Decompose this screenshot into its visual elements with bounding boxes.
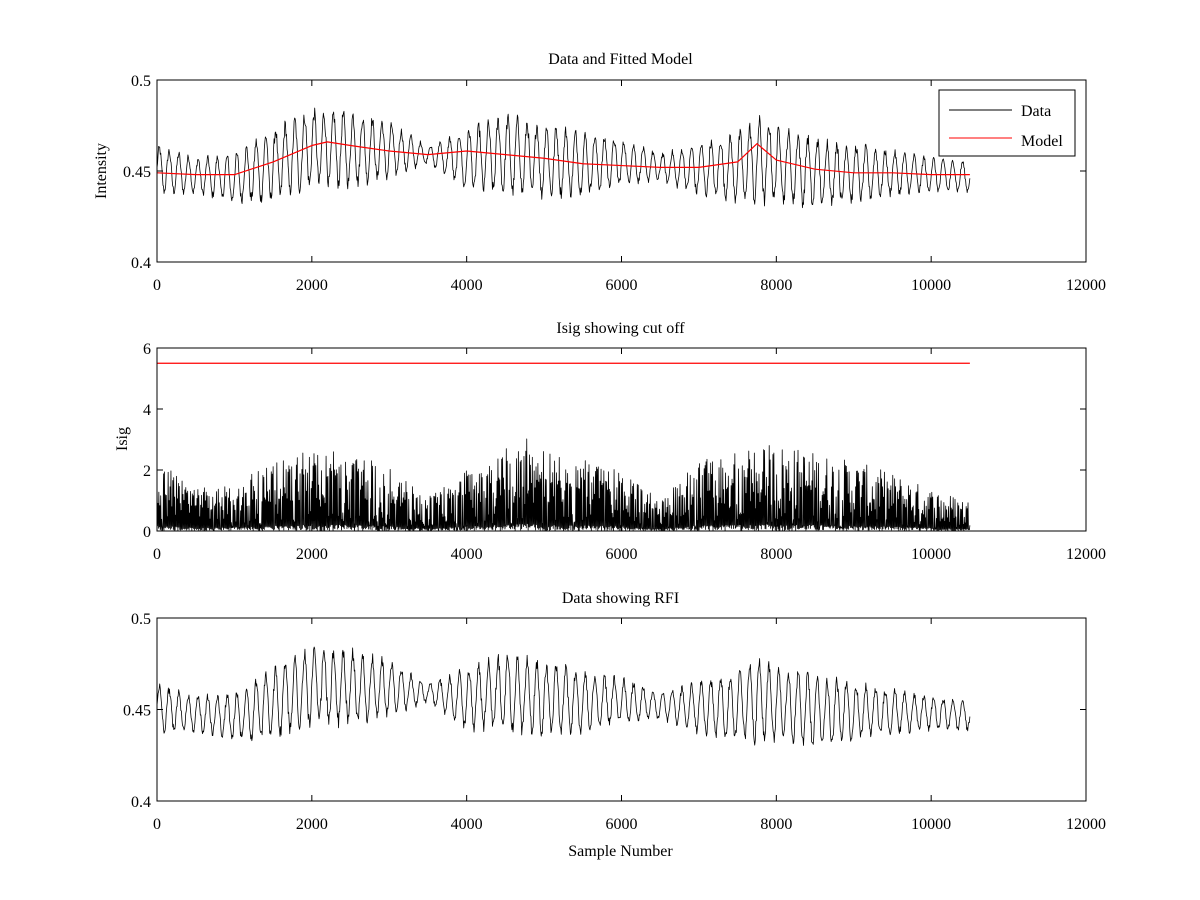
- x-tick-label: 2000: [296, 277, 328, 294]
- ticks-layer: 0 2000 4000 6000 8000 10000 12000 0 2 4 6: [143, 341, 1106, 563]
- x-tick-label: 8000: [760, 816, 792, 833]
- x-tick-label: 4000: [451, 816, 483, 833]
- y-axis-label: Isig: [114, 427, 131, 451]
- panel-title: Data showing RFI: [562, 590, 679, 607]
- x-tick-label: 4000: [451, 546, 483, 563]
- panel-title: Isig showing cut off: [556, 320, 685, 337]
- y-tick-label: 0.45: [123, 703, 151, 720]
- series-layer: [156, 646, 971, 746]
- panel-isig-showing-cut-off: Isig showing cut off 0 2000 4000 6000 8000 10…: [114, 320, 1106, 563]
- x-tick-label: 6000: [606, 277, 638, 294]
- y-tick-label: 0: [143, 524, 151, 541]
- y-tick-label: 0.5: [131, 73, 151, 90]
- panel-data-and-fitted-model: Data and Fitted Model 0 2000 4000 6000 8000 1…: [93, 51, 1106, 294]
- x-tick-label: 8000: [760, 277, 792, 294]
- x-tick-label: 0: [153, 816, 161, 833]
- y-tick-label: 0.45: [123, 164, 151, 181]
- ticks-layer: 0 2000 4000 6000 8000 10000 12000 0.4 0.45 0.5: [123, 611, 1106, 833]
- y-tick-label: 2: [143, 463, 151, 480]
- y-tick-label: 0.4: [131, 794, 151, 811]
- panel-title: Data and Fitted Model: [548, 51, 693, 68]
- x-tick-label: 12000: [1066, 816, 1106, 833]
- y-tick-label: 0.5: [131, 611, 151, 628]
- series-layer: [156, 107, 971, 209]
- x-tick-label: 10000: [911, 546, 951, 563]
- x-tick-label: 6000: [606, 546, 638, 563]
- x-axis-label: Sample Number: [568, 843, 673, 860]
- panel-data-showing-rfi: Data showing RFI 0 2000 4000 6000 8000 10000 1…: [123, 590, 1106, 860]
- y-tick-label: 6: [143, 341, 151, 358]
- x-tick-label: 10000: [911, 277, 951, 294]
- y-tick-label: 0.4: [131, 255, 151, 272]
- series-model: [156, 141, 970, 176]
- x-tick-label: 0: [153, 546, 161, 563]
- x-tick-label: 0: [153, 277, 161, 294]
- x-tick-label: 12000: [1066, 546, 1106, 563]
- legend-label-model: Model: [1021, 133, 1063, 150]
- ticks-layer: 0 2000 4000 6000 8000 10000 12000 0.4 0.45 0.5: [123, 73, 1106, 294]
- x-tick-label: 6000: [606, 816, 638, 833]
- legend: Data Model: [938, 89, 1076, 157]
- y-axis-label: Intensity: [93, 143, 110, 199]
- series-line-0: [156, 646, 971, 746]
- x-tick-label: 12000: [1066, 277, 1106, 294]
- x-tick-label: 4000: [451, 277, 483, 294]
- x-tick-label: 2000: [296, 816, 328, 833]
- y-tick-label: 4: [143, 402, 151, 419]
- x-tick-label: 10000: [911, 816, 951, 833]
- legend-label-data: Data: [1021, 103, 1051, 120]
- x-tick-label: 8000: [760, 546, 792, 563]
- legend-box: [938, 89, 1076, 157]
- x-tick-label: 2000: [296, 546, 328, 563]
